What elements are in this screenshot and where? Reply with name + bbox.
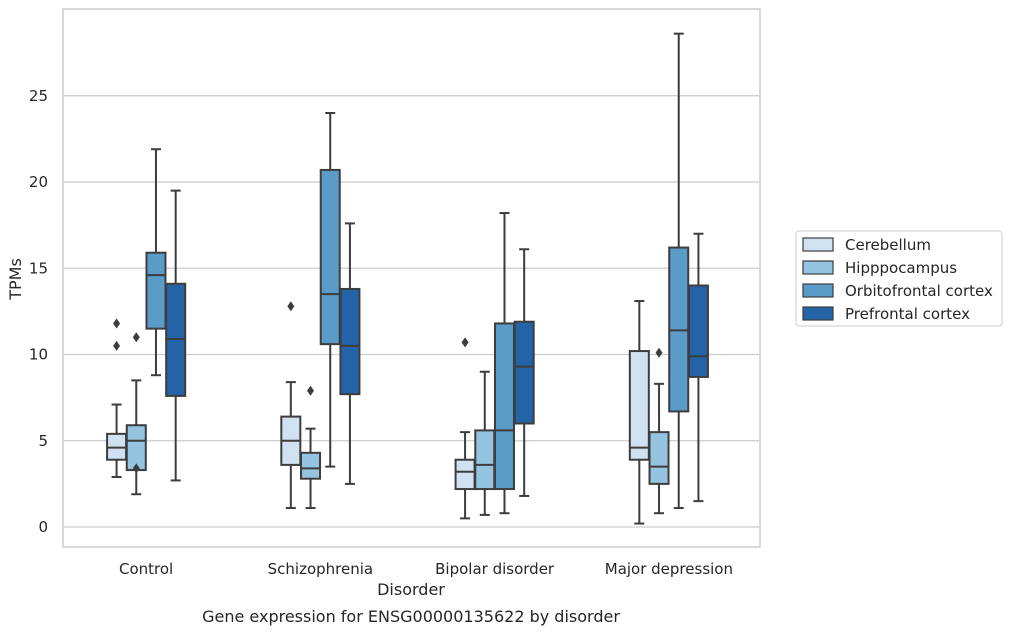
box-cerebellum: [280, 301, 302, 510]
box-cerebellum: [628, 300, 650, 525]
x-axis-label: Disorder: [377, 580, 445, 599]
legend-swatch: [802, 283, 834, 298]
box-body: [319, 168, 341, 346]
box-plot-series: [106, 32, 709, 525]
box-prefrontal-cortex: [687, 232, 709, 503]
y-tick-label: 20: [29, 173, 48, 191]
y-tick-label: 0: [38, 518, 48, 536]
outlier-point: [655, 347, 663, 358]
legend-swatch: [802, 260, 834, 275]
box-body: [145, 251, 167, 330]
legend-swatch: [802, 306, 834, 321]
x-tick-label: Schizophrenia: [268, 560, 373, 578]
x-axis-ticks: Control Schizophrenia Bipolar disorder Majo…: [119, 560, 733, 578]
outlier-point: [113, 340, 121, 351]
legend-label: Prefrontal cortex: [845, 305, 970, 323]
box-body: [513, 320, 535, 425]
box-prefrontal-cortex: [513, 248, 535, 497]
y-tick-label: 10: [29, 346, 48, 364]
box-cerebellum: [106, 318, 128, 478]
box-body: [687, 284, 709, 378]
box-hipppocampus: [300, 385, 322, 510]
box-body: [339, 287, 361, 396]
outlier-point: [132, 463, 140, 474]
y-axis-ticks: 0 5 10 15 20 25: [29, 87, 48, 536]
box-body: [628, 350, 650, 461]
box-body: [474, 429, 496, 491]
box-body: [300, 451, 322, 480]
legend-label: Cerebellum: [845, 236, 931, 254]
x-tick-label: Bipolar disorder: [435, 560, 555, 578]
plot-frame: [62, 8, 761, 548]
legend-frame: [795, 230, 1003, 327]
x-tick-label: Major depression: [605, 560, 733, 578]
box-orbitofrontal-cortex: [145, 148, 167, 377]
y-tick-label: 5: [38, 432, 48, 450]
legend: Cerebellum Hipppocampus Orbitofrontal cort…: [795, 230, 1003, 327]
x-tick-label: Control: [119, 560, 173, 578]
y-axis-label: TPMs: [6, 258, 25, 301]
y-tick-label: 15: [29, 259, 48, 277]
y-tick-label: 25: [29, 87, 48, 105]
box-hipppocampus: [125, 332, 147, 496]
legend-label: Orbitofrontal cortex: [845, 282, 993, 300]
chart-title: Gene expression for ENSG00000135622 by d…: [202, 607, 620, 626]
box-hipppocampus: [648, 347, 670, 515]
box-hipppocampus: [474, 370, 496, 516]
box-body: [648, 431, 670, 485]
legend-swatch: [802, 237, 834, 252]
outlier-point: [132, 332, 140, 343]
legend-label: Hipppocampus: [845, 259, 957, 277]
outlier-point: [307, 385, 315, 396]
box-body: [454, 458, 476, 491]
box-cerebellum: [454, 337, 476, 520]
box-body: [125, 424, 147, 472]
box-orbitofrontal-cortex: [668, 32, 690, 510]
box-orbitofrontal-cortex: [319, 112, 341, 468]
box-prefrontal-cortex: [339, 222, 361, 485]
box-orbitofrontal-cortex: [493, 212, 515, 515]
outlier-point: [113, 318, 121, 329]
outlier-point: [287, 301, 295, 312]
box-body: [493, 322, 515, 491]
outlier-point: [461, 337, 469, 348]
box-prefrontal-cortex: [165, 189, 187, 482]
